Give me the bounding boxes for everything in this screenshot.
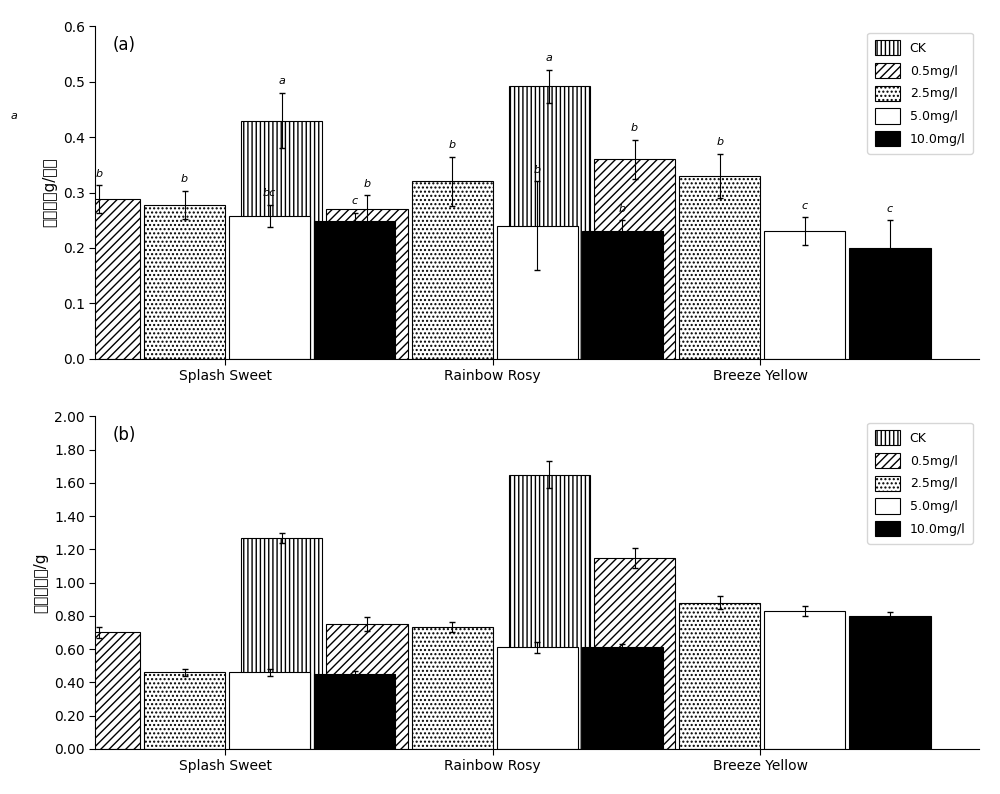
Bar [59, 199, 140, 359]
Bar [59, 633, 140, 749]
Bar [849, 616, 931, 749]
Bar [229, 673, 310, 749]
Bar [679, 176, 760, 359]
Text: (b): (b) [113, 426, 136, 444]
Bar [594, 160, 675, 359]
Bar [764, 611, 845, 749]
Text: c: c [802, 201, 808, 210]
Bar [241, 538, 322, 749]
Bar [679, 603, 760, 749]
Text: b: b [96, 168, 103, 179]
Bar [849, 248, 931, 359]
Bar [144, 205, 225, 359]
Bar [582, 647, 663, 749]
Bar [314, 674, 395, 749]
Bar [509, 87, 590, 359]
Text: b: b [363, 179, 371, 189]
Bar [0, 561, 55, 749]
Text: b: b [181, 174, 188, 184]
Legend: CK, 0.5mg/l, 2.5mg/l, 5.0mg/l, 10.0mg/l: CK, 0.5mg/l, 2.5mg/l, 5.0mg/l, 10.0mg/l [867, 33, 973, 154]
Bar [144, 673, 225, 749]
Bar [509, 475, 590, 749]
Y-axis label: 根干重（g/株）: 根干重（g/株） [42, 158, 57, 227]
Text: a: a [278, 76, 285, 87]
Bar [229, 216, 310, 359]
Bar [582, 231, 663, 359]
Bar [497, 647, 578, 749]
Text: bc: bc [263, 188, 276, 198]
Legend: CK, 0.5mg/l, 2.5mg/l, 5.0mg/l, 10.0mg/l: CK, 0.5mg/l, 2.5mg/l, 5.0mg/l, 10.0mg/l [867, 422, 973, 544]
Text: c: c [352, 196, 358, 206]
Bar [0, 144, 55, 359]
Y-axis label: 地上部干重/g: 地上部干重/g [34, 553, 49, 613]
Text: a: a [546, 53, 553, 63]
Bar [241, 121, 322, 359]
Bar [326, 209, 408, 359]
Text: b: b [631, 123, 638, 133]
Bar [412, 182, 493, 359]
Bar [497, 225, 578, 359]
Bar [594, 557, 675, 749]
Text: b: b [534, 165, 541, 175]
Text: b: b [716, 137, 723, 147]
Bar [412, 627, 493, 749]
Bar [314, 222, 395, 359]
Text: a: a [11, 110, 18, 121]
Text: c: c [887, 203, 893, 214]
Text: b: b [449, 140, 456, 150]
Bar [764, 231, 845, 359]
Text: b: b [619, 203, 626, 214]
Text: (a): (a) [113, 36, 136, 54]
Bar [326, 624, 408, 749]
